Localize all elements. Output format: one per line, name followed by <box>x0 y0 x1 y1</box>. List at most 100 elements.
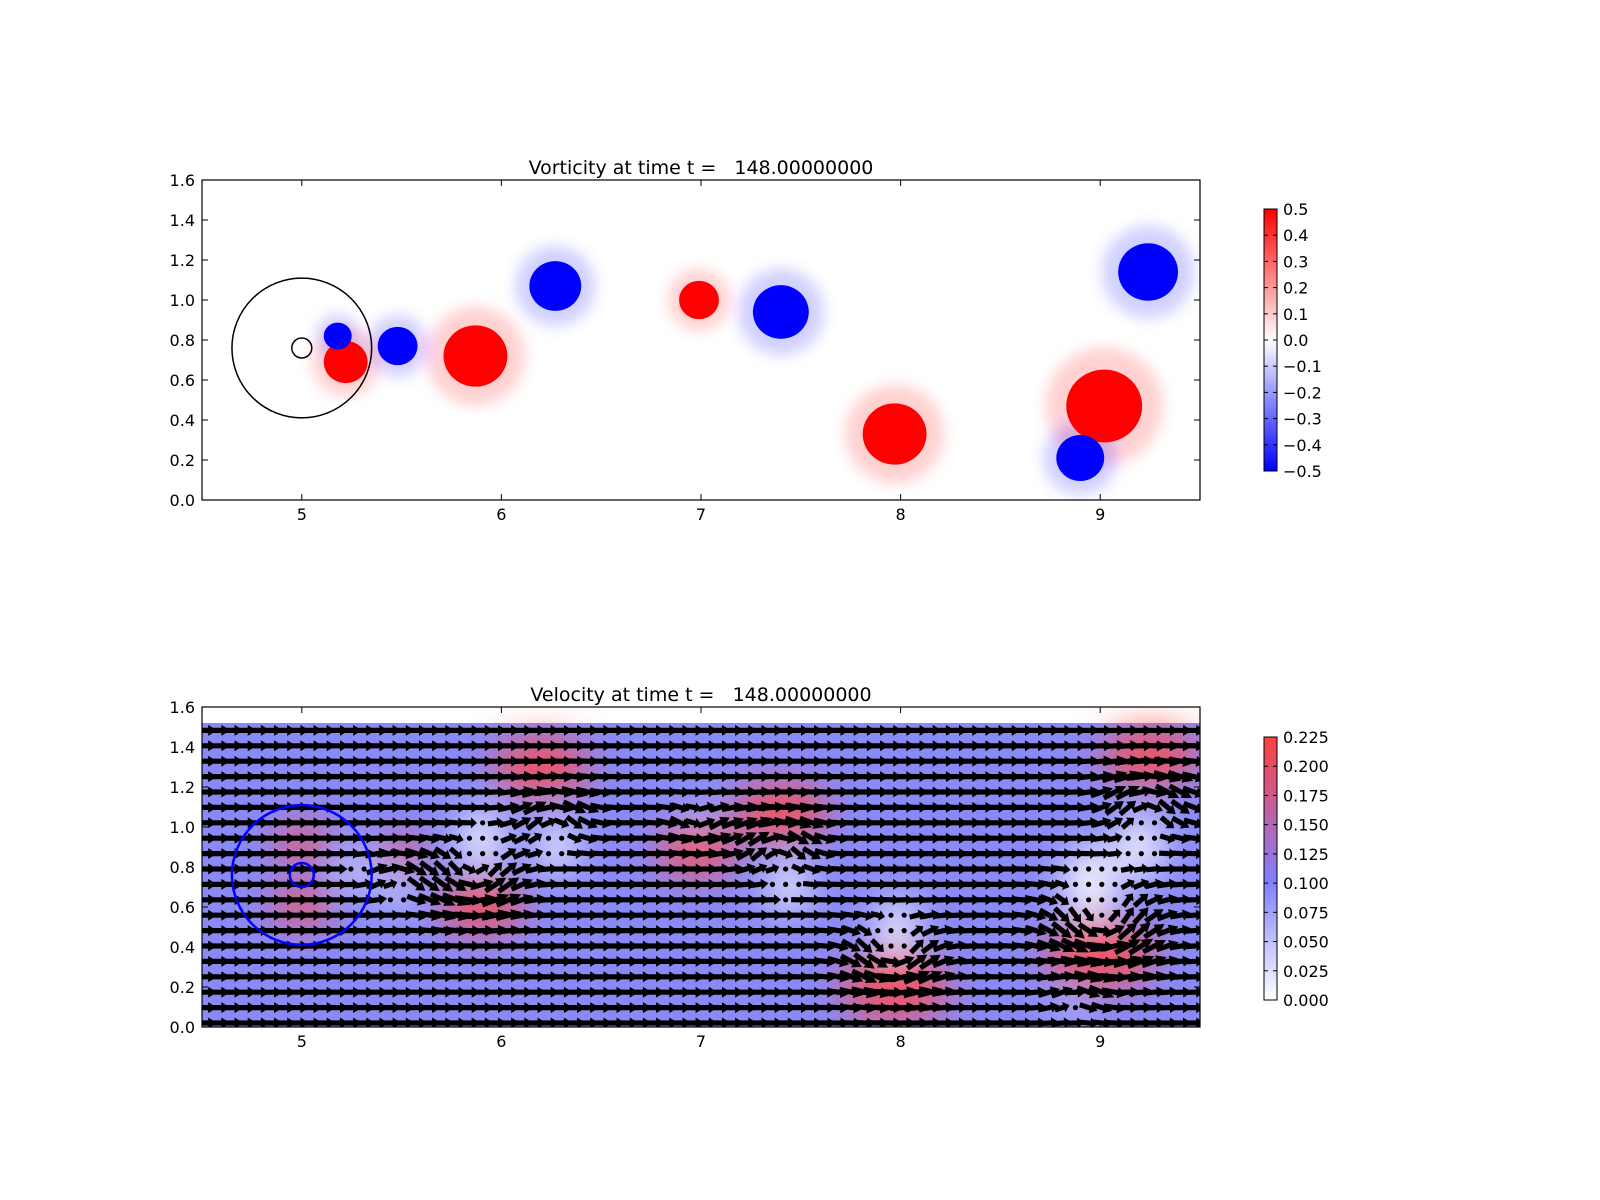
velocity-arrow <box>1053 863 1071 875</box>
velocity-arrow <box>1089 786 1113 799</box>
velocity-arrow <box>616 986 639 998</box>
velocity-arrow <box>814 771 837 783</box>
velocity-arrow <box>959 894 982 906</box>
velocity-arrow <box>1039 879 1059 891</box>
velocity-arrow <box>761 755 784 767</box>
vector-dot <box>1099 897 1105 903</box>
velocity-arrow <box>932 848 955 860</box>
colorbar-tick-label: −0.2 <box>1283 383 1322 402</box>
colorbar-tick-label: 0.150 <box>1283 816 1329 835</box>
velocity-arrow <box>326 971 349 983</box>
velocity-arrow <box>708 986 731 998</box>
velocity-arrow <box>234 971 257 983</box>
velocity-arrow <box>853 863 876 875</box>
velocity-arrow <box>998 724 1021 736</box>
velocity-arrow <box>945 848 968 860</box>
velocity-arrow <box>300 848 323 860</box>
velocity-arrow <box>629 971 652 983</box>
vector-dot <box>400 897 407 903</box>
velocity-arrow <box>221 955 244 967</box>
velocity-arrow <box>208 848 231 860</box>
velocity-arrow <box>1051 724 1074 736</box>
velocity-arrow <box>670 802 690 814</box>
velocity-arrow <box>458 724 481 736</box>
velocity-arrow <box>906 724 929 736</box>
velocity-arrow <box>208 724 231 736</box>
velocity-arrow <box>827 755 850 767</box>
velocity-arrow <box>774 1017 797 1027</box>
velocity-arrow <box>484 955 508 967</box>
velocity-arrow <box>417 892 442 906</box>
velocity-arrow <box>972 955 995 967</box>
velocity-arrow <box>260 832 283 844</box>
velocity-arrow <box>366 1002 389 1014</box>
velocity-arrow <box>510 878 533 892</box>
velocity-arrow <box>906 817 929 829</box>
velocity-arrow <box>682 878 705 890</box>
velocity-arrow <box>221 786 244 798</box>
velocity-arrow <box>1011 832 1034 844</box>
velocity-arrow <box>749 847 768 862</box>
velocity-arrow <box>1024 724 1047 736</box>
velocity-arrow <box>853 771 876 783</box>
velocity-arrow <box>629 848 652 860</box>
velocity-arrow <box>247 848 270 860</box>
velocity-arrow <box>471 755 494 767</box>
velocity-arrow <box>552 863 571 875</box>
velocity-arrow <box>313 955 336 967</box>
velocity-arrow <box>208 801 231 813</box>
colorbar-tick-label: 0.075 <box>1283 903 1329 922</box>
velocity-arrow <box>616 878 639 890</box>
velocity-arrow <box>287 863 310 875</box>
velocity-arrow <box>247 909 270 921</box>
velocity-arrow <box>366 971 389 983</box>
velocity-arrow <box>893 817 916 829</box>
velocity-arrow <box>748 940 771 952</box>
velocity-arrow <box>260 1002 283 1014</box>
velocity-field <box>202 723 1200 1027</box>
velocity-arrow <box>445 971 468 983</box>
velocity-arrow <box>260 771 283 783</box>
velocity-arrow <box>1024 786 1047 798</box>
vector-dot <box>1099 912 1105 918</box>
velocity-arrow <box>880 771 903 783</box>
velocity-arrow <box>432 986 455 998</box>
velocity-arrow <box>550 724 573 736</box>
velocity-arrow <box>695 724 718 736</box>
velocity-arrow <box>405 740 428 752</box>
velocity-arrow <box>682 925 705 937</box>
velocity-arrow <box>353 724 376 736</box>
negative-vortex <box>529 261 582 311</box>
velocity-arrow <box>616 940 639 952</box>
slow-region <box>386 877 409 909</box>
velocity-arrow <box>313 755 336 767</box>
velocity-arrow <box>840 771 863 783</box>
velocity-arrow <box>300 971 323 983</box>
velocity-arrow <box>1039 893 1059 906</box>
velocity-arrow <box>840 938 861 952</box>
velocity-arrow <box>208 740 231 752</box>
velocity-arrow <box>260 724 283 736</box>
velocity-arrow <box>1011 724 1034 736</box>
y-tick-label: 1.0 <box>170 291 195 310</box>
velocity-arrow <box>789 845 807 860</box>
velocity-arrow <box>853 724 876 736</box>
velocity-arrow <box>616 817 639 829</box>
velocity-arrow <box>814 755 837 767</box>
velocity-arrow <box>287 771 310 783</box>
velocity-arrow <box>682 955 705 967</box>
velocity-arrow <box>208 1002 231 1014</box>
vorticity-x-axis: 5 6 7 8 9 <box>297 180 1105 524</box>
velocity-arrow <box>787 1002 810 1014</box>
velocity-arrow <box>313 940 336 952</box>
velocity-arrow <box>590 986 613 998</box>
velocity-arrow <box>708 740 731 752</box>
velocity-arrow <box>1144 909 1164 924</box>
velocity-arrow <box>972 986 995 998</box>
velocity-arrow <box>208 755 231 767</box>
velocity-arrow <box>524 1002 547 1014</box>
velocity-arrow <box>511 740 534 752</box>
velocity-arrow <box>287 740 310 752</box>
velocity-arrow <box>878 1017 904 1027</box>
velocity-arrow <box>418 786 441 798</box>
